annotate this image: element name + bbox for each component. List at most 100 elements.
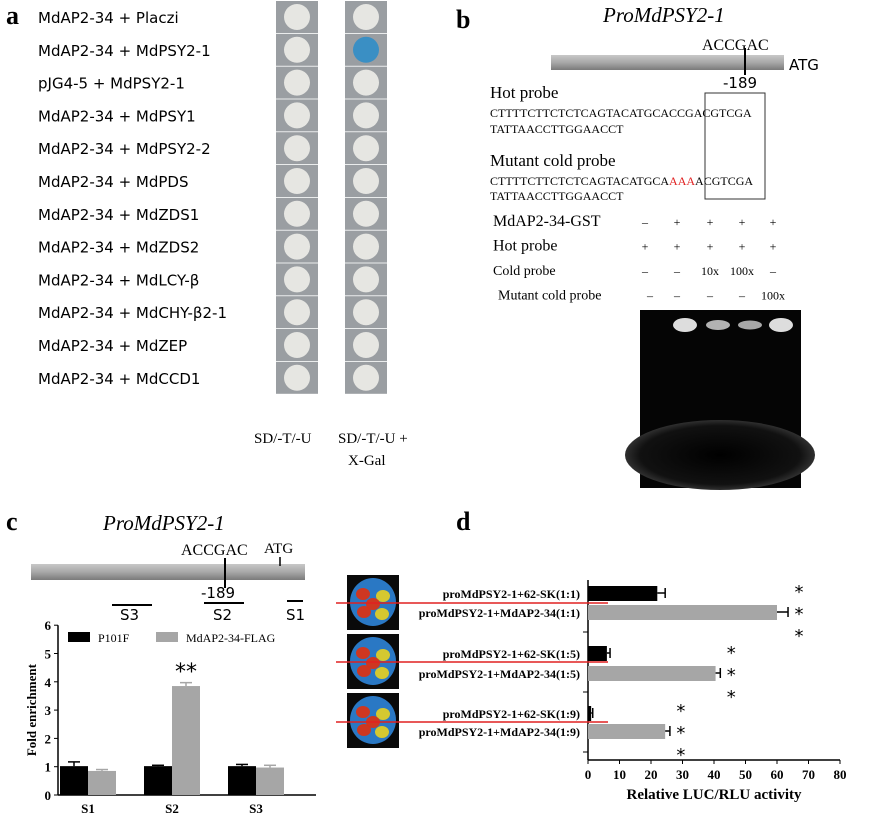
bar-P101F [144, 766, 172, 795]
c-atg-label: ATG [264, 541, 293, 557]
gel-bands [673, 318, 793, 332]
row-label: MdAP2-34 + MdPSY2-2 [38, 140, 211, 158]
table-cell: 10x [701, 264, 719, 278]
row-label: MdAP2-34 + MdZDS1 [38, 206, 199, 224]
region-s1: S1 [286, 606, 305, 624]
luc-signal [357, 724, 371, 736]
white-colony [284, 266, 310, 293]
table-cell: + [674, 240, 681, 254]
table-cell: – [646, 289, 654, 303]
row-label: MdAP2-34 + MdZDS2 [38, 239, 199, 257]
white-colony [284, 135, 310, 162]
bar-label: proMdPSY2-1+MdAP2-34(1:1) [419, 606, 580, 620]
table-cell: – [706, 289, 714, 303]
row-label: MdAP2-34 + MdZEP [38, 337, 187, 355]
luc-signal [376, 590, 390, 602]
white-colony [353, 266, 379, 293]
luc-chart: 0 10 20 30 40 50 60 70 80 Relative LUC/RLU activi… [336, 580, 847, 803]
bar-label: proMdPSY2-1+MdAP2-34(1:5) [419, 667, 580, 681]
significance-star: * [795, 582, 804, 603]
luc-signal [356, 588, 370, 600]
legend-swatch [68, 632, 90, 642]
bar-label: proMdPSY2-1+62-SK(1:5) [443, 647, 580, 661]
shifted-band [769, 318, 793, 332]
chip-chart: 0 1 2 3 4 5 6 Fold enrichment S1 S2 S3 ** P101F MdAP2… [24, 618, 316, 816]
y-tick-label: 2 [45, 731, 52, 746]
x-tick-label: 30 [676, 767, 689, 782]
emsa-gel [625, 310, 815, 490]
c-motif-label: ACCGAC [181, 542, 248, 559]
row-label: MdAP2-34 + Placzi [38, 9, 179, 27]
white-colony [284, 4, 310, 30]
x-axis-label: Relative LUC/RLU activity [627, 787, 802, 803]
white-colony [353, 233, 379, 260]
bar [588, 706, 592, 721]
col2-label-line2: X-Gal [348, 453, 386, 469]
table-row-label: Mutant cold probe [498, 289, 601, 304]
x-tick-label: S3 [249, 801, 263, 816]
blue-colony [353, 36, 379, 63]
table-cell: – [641, 264, 649, 278]
table-cell: + [707, 240, 714, 254]
table-cell: 100x [730, 264, 754, 278]
table-cell: – [641, 215, 649, 229]
region-s2: S2 [213, 606, 232, 624]
bar-MdAP2-34-FLAG [256, 767, 284, 795]
c-promoter-title: ProMdPSY2-1 [102, 511, 225, 535]
hot-probe-seq-1: CTTTTCTTCTCTCAGTACATGCACCGACGTCGA [490, 106, 752, 120]
x-tick-label: 50 [739, 767, 752, 782]
luc-signal [376, 649, 390, 661]
significance-star: * [676, 701, 685, 722]
significance-star: * [795, 604, 804, 625]
emsa-table: MdAP2-34-GST – + + + + Hot probe + + + + + Cold prob… [493, 213, 785, 304]
panel-d-label: d [456, 507, 471, 536]
hot-probe-seq-2: TATTAACCTTGGAACCT [490, 122, 624, 136]
mut-red: AAA [669, 174, 695, 188]
y-tick-label: 3 [45, 703, 52, 718]
table-cell: + [739, 215, 746, 229]
table-cell: – [738, 289, 746, 303]
table-cell: + [674, 215, 681, 229]
table-row-label: Cold probe [493, 264, 556, 279]
x-tick-label: 0 [585, 767, 592, 782]
x-tick-label: 60 [771, 767, 784, 782]
hot-probe-label: Hot probe [490, 83, 558, 102]
table-row-label: MdAP2-34-GST [493, 213, 601, 230]
row-label: MdAP2-34 + MdCHY-β2-1 [38, 304, 227, 322]
col2-label-line1: SD/-T/-U + [338, 431, 408, 447]
luc-signal [375, 608, 389, 620]
y-tick-label: 6 [45, 618, 52, 633]
bar [588, 666, 716, 681]
luc-signal [375, 667, 389, 679]
white-colony [284, 36, 310, 63]
legend-label: P101F [98, 631, 130, 645]
mutant-probe-seq-2: TATTAACCTTGGAACCT [490, 189, 624, 203]
luc-signal [366, 598, 380, 610]
x-tick-label: S1 [81, 801, 95, 816]
significance-star: * [676, 723, 685, 744]
white-colony [353, 200, 379, 227]
y-tick-label: 5 [45, 647, 52, 662]
row-label: MdAP2-34 + MdPSY1 [38, 107, 196, 125]
bar [588, 586, 658, 601]
table-cell: – [769, 264, 777, 278]
panel-a-label: a [6, 1, 19, 30]
significance-star: * [795, 626, 804, 647]
x-tick-label: 10 [613, 767, 626, 782]
shifted-band [706, 320, 730, 330]
free-probe [625, 420, 815, 490]
significance-annotation: ** [175, 660, 197, 685]
c-position-label: -189 [201, 584, 235, 602]
shifted-band [738, 320, 762, 330]
x-tick-label: 20 [645, 767, 658, 782]
bar-P101F [60, 766, 88, 795]
bar-label: proMdPSY2-1+MdAP2-34(1:9) [419, 725, 580, 739]
y-tick-label: 4 [45, 675, 52, 690]
mut-suffix: ACGTCGA [695, 174, 753, 188]
panel-b-label: b [456, 5, 470, 34]
white-colony [353, 102, 379, 129]
white-colony [353, 69, 379, 96]
motif-box [704, 92, 766, 200]
x-tick-label: 70 [802, 767, 815, 782]
